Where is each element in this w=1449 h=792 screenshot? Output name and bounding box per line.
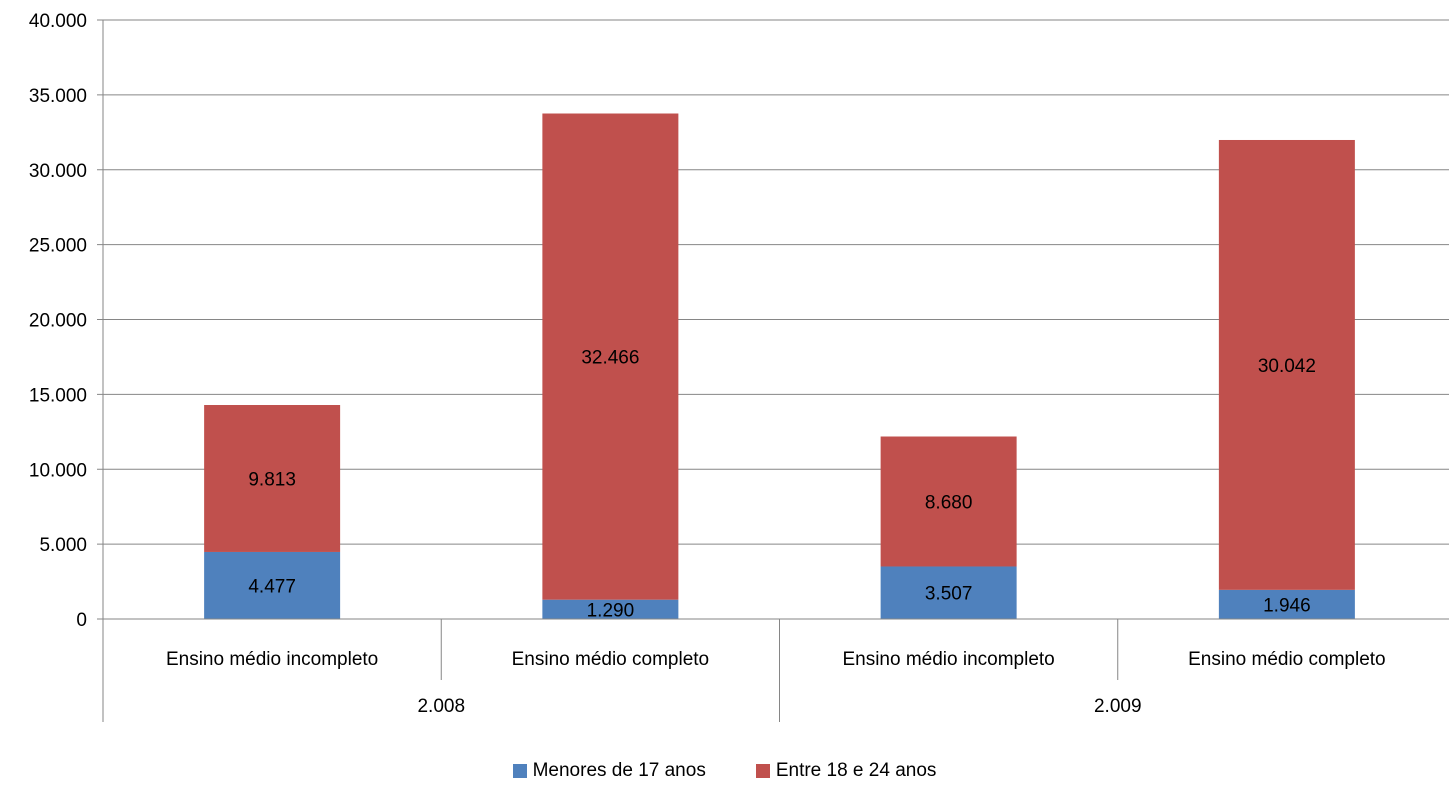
y-tick-label: 35.000 xyxy=(29,86,87,107)
y-tick-label: 0 xyxy=(76,610,87,631)
data-label: 32.466 xyxy=(581,348,639,369)
x-category-label: Ensino médio completo xyxy=(1188,649,1386,670)
y-tick-label: 25.000 xyxy=(29,236,87,257)
y-tick-label: 20.000 xyxy=(29,311,87,332)
bar-menores-2 xyxy=(880,566,1017,619)
bar-entre-1 xyxy=(542,113,679,600)
bar-entre-2 xyxy=(880,436,1017,567)
x-category-label: Ensino médio incompleto xyxy=(842,649,1054,670)
legend-label-series-1: Entre 18 e 24 anos xyxy=(775,760,937,781)
bar-entre-3 xyxy=(1218,139,1355,590)
data-label: 3.507 xyxy=(925,584,973,605)
axes xyxy=(102,20,1449,722)
data-label: 1.290 xyxy=(587,600,635,621)
data-label: 30.042 xyxy=(1258,356,1316,377)
data-label: 9.813 xyxy=(248,469,296,490)
y-axis-ticks: 0 5.000 10.000 15.000 20.000 25.000 30.000 35.0… xyxy=(29,11,103,631)
x-group-label: 2.008 xyxy=(417,696,465,717)
legend-item-series-1: Entre 18 e 24 anos xyxy=(755,760,937,782)
bar-menores-0 xyxy=(204,551,341,619)
y-tick-label: 30.000 xyxy=(29,161,87,182)
x-axis-labels: Ensino médio incompleto Ensino médio comp… xyxy=(166,649,1386,717)
y-tick-label: 5.000 xyxy=(39,535,87,556)
data-label: 8.680 xyxy=(925,492,973,513)
y-tick-label: 40.000 xyxy=(29,11,87,32)
y-tick-label: 10.000 xyxy=(29,460,87,481)
legend-swatch-series-1 xyxy=(755,764,770,778)
x-category-label: Ensino médio incompleto xyxy=(166,649,378,670)
bars xyxy=(204,113,1355,619)
data-label: 4.477 xyxy=(248,576,296,597)
legend-swatch-series-0 xyxy=(512,764,527,778)
data-label: 1.946 xyxy=(1263,595,1311,616)
legend: Menores de 17 anos Entre 18 e 24 anos xyxy=(0,760,1449,782)
data-labels: 4.477 9.813 1.290 32.466 3.507 8.680 1.946 30.0… xyxy=(248,348,1316,622)
x-category-label: Ensino médio completo xyxy=(512,649,710,670)
bar-menores-3 xyxy=(1218,589,1355,619)
legend-item-series-0: Menores de 17 anos xyxy=(512,760,706,782)
bar-menores-1 xyxy=(542,599,679,619)
y-tick-label: 15.000 xyxy=(29,385,87,406)
x-group-label: 2.009 xyxy=(1094,696,1142,717)
bar-entre-0 xyxy=(204,405,341,552)
legend-label-series-0: Menores de 17 anos xyxy=(532,760,706,781)
